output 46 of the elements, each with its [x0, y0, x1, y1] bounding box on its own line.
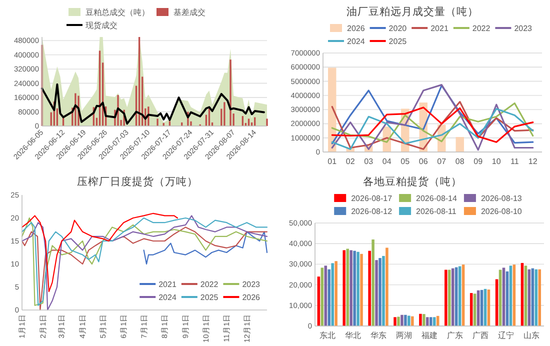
- x-tick-label: 06: [418, 157, 428, 166]
- x-tick-label: 广西: [472, 331, 488, 340]
- x-tick-label: 07: [437, 157, 447, 166]
- x-tick-label: 11: [510, 157, 520, 166]
- legend-label: 现货成交: [86, 21, 118, 30]
- chart-title: 压榨厂日度提货（万吨）: [77, 175, 198, 188]
- legend-label: 豆粕总成交（吨）: [86, 8, 150, 17]
- chart-title: 各地豆粕提货（吨）: [363, 175, 462, 188]
- x-tick-label: 04: [382, 157, 392, 166]
- x-tick-label: 福建: [422, 331, 438, 340]
- x-tick-label: 01: [328, 157, 338, 166]
- legend-label: 2026: [242, 293, 261, 302]
- legend-label: 2026-08-14: [416, 194, 458, 203]
- legend-label: 2020: [388, 24, 408, 33]
- x-tick-label: 华东: [370, 331, 387, 340]
- legend-label: 2026-08-12: [351, 207, 393, 216]
- chart-title: 油厂豆粕远月成交量（吨）: [346, 5, 478, 18]
- x-tick-label: 09: [474, 157, 484, 166]
- x-tick-label: 辽宁: [498, 331, 514, 340]
- legend-label: 2022: [472, 24, 491, 33]
- legend-label: 2026-08-17: [351, 194, 393, 203]
- x-tick-label: 05: [400, 157, 410, 166]
- legend-label: 2024: [347, 37, 366, 46]
- legend-label: 2023: [242, 280, 261, 289]
- legend-label: 2021: [430, 24, 449, 33]
- x-tick-label: 华北: [345, 331, 362, 340]
- x-tick-label: 02: [346, 157, 356, 166]
- legend-label: 2025: [388, 37, 408, 46]
- legend-label: 2024: [158, 293, 177, 302]
- legend-label: 2021: [158, 280, 177, 289]
- legend-label: 2026: [347, 24, 366, 33]
- x-tick-label: 广东: [446, 331, 463, 340]
- x-tick-label: 两湖: [396, 331, 412, 340]
- legend-label: 2026-08-10: [480, 207, 522, 216]
- x-tick-label: 东北: [320, 331, 336, 340]
- x-tick-label: 12: [528, 157, 538, 166]
- x-tick-label: 10: [492, 157, 502, 166]
- x-tick-label: 08: [455, 157, 465, 166]
- x-tick-label: 03: [364, 157, 374, 166]
- legend-label: 基差成交: [174, 8, 206, 17]
- legend-label: 2025: [200, 293, 219, 302]
- legend-label: 2023: [514, 24, 533, 33]
- x-tick-label: 山东: [523, 331, 540, 340]
- legend-label: 2022: [200, 280, 219, 289]
- legend-label: 2026-08-11: [416, 207, 457, 216]
- legend-label: 2026-08-13: [480, 194, 522, 203]
